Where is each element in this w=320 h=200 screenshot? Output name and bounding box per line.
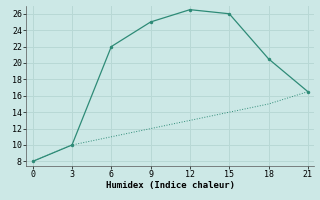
- X-axis label: Humidex (Indice chaleur): Humidex (Indice chaleur): [106, 181, 235, 190]
